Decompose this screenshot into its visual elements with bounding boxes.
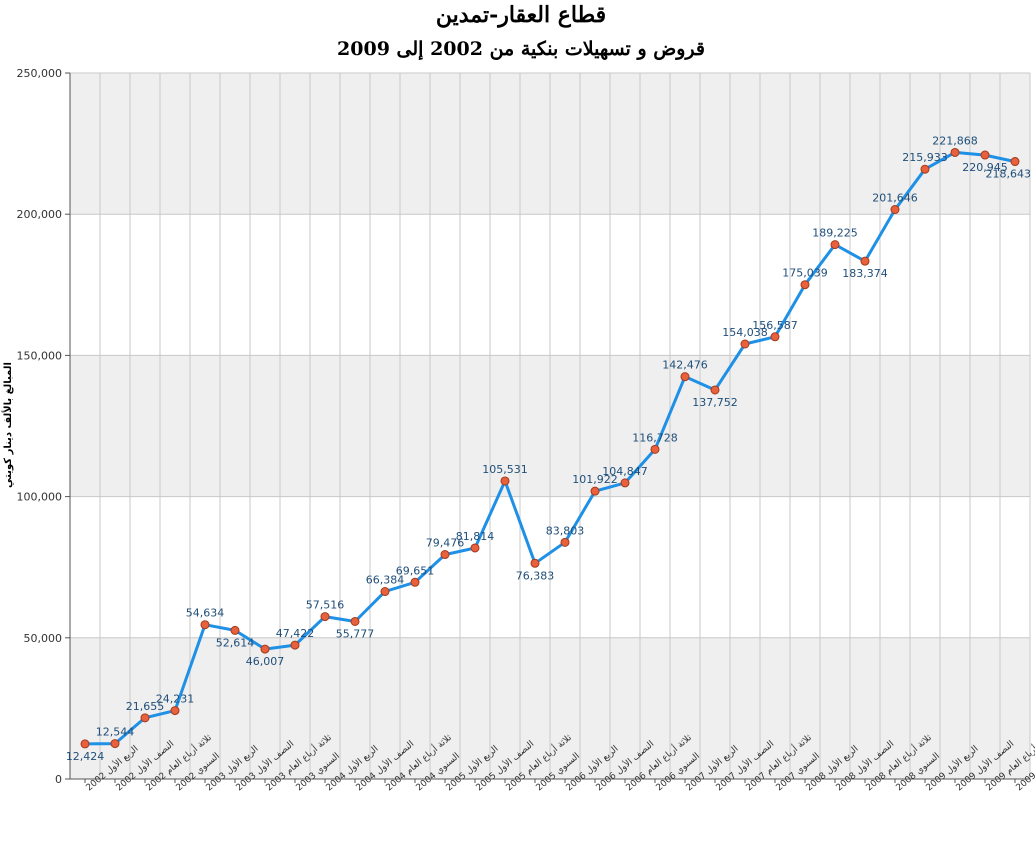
data-label: 12,544 (96, 726, 135, 739)
data-label: 66,384 (366, 574, 405, 587)
data-label: 83,803 (546, 524, 585, 537)
data-point (830, 240, 840, 250)
data-point (590, 486, 600, 496)
data-point (650, 444, 660, 454)
data-label: 221,868 (932, 134, 978, 147)
y-tick-label: 50,000 (24, 632, 63, 645)
data-label: 46,007 (246, 655, 285, 668)
y-tick-label: 100,000 (17, 491, 63, 504)
y-tick-label: 0 (55, 773, 62, 786)
data-point (170, 706, 180, 716)
data-point (140, 713, 150, 723)
data-point (800, 280, 810, 290)
data-label: 201,646 (872, 192, 918, 205)
data-label: 69,651 (396, 564, 435, 577)
data-point (500, 476, 510, 486)
grid-lines (69, 72, 1031, 780)
data-label: 21,655 (126, 700, 165, 713)
data-point (290, 640, 300, 650)
data-point (740, 339, 750, 349)
series-path (84, 150, 1016, 746)
y-tick-label: 200,000 (17, 208, 63, 221)
data-point (920, 164, 930, 174)
y-tick-label: 250,000 (17, 67, 63, 80)
data-point (710, 385, 720, 395)
data-point (980, 150, 990, 160)
data-label: 137,752 (692, 396, 738, 409)
data-point (950, 147, 960, 157)
data-label: 105,531 (482, 463, 528, 476)
data-label: 142,476 (662, 359, 708, 372)
data-label: 156,587 (752, 319, 798, 332)
data-label: 183,374 (842, 267, 888, 280)
data-point (80, 739, 90, 749)
data-point (230, 625, 240, 635)
data-point (200, 620, 210, 630)
data-label: 79,476 (426, 537, 465, 550)
y-tick-label: 150,000 (17, 349, 63, 362)
data-point (680, 372, 690, 382)
data-label: 57,516 (306, 599, 345, 612)
data-label: 154,038 (722, 326, 768, 339)
data-label: 55,777 (336, 627, 375, 640)
data-label: 215,933 (902, 151, 948, 164)
data-point (110, 739, 120, 749)
data-points (80, 147, 1020, 749)
data-point (380, 587, 390, 597)
data-point (410, 577, 420, 587)
series-line (84, 150, 1016, 746)
data-label: 76,383 (516, 569, 555, 582)
data-label: 52,614 (216, 636, 255, 649)
data-point (890, 205, 900, 215)
chart-subtitle: قروض و تسهيلات بنكية من 2002 إلى 2009 (337, 38, 705, 61)
data-label: 47,422 (276, 627, 315, 640)
data-label: 24,231 (156, 693, 195, 706)
data-label: 116,728 (632, 431, 678, 444)
data-point (350, 616, 360, 626)
data-label: 189,225 (812, 227, 858, 240)
data-point (320, 612, 330, 622)
data-label: 12,424 (66, 750, 105, 763)
data-label: 101,922 (572, 473, 618, 486)
data-point (1010, 157, 1020, 167)
data-point (620, 478, 630, 488)
data-label: 175,039 (782, 267, 828, 280)
chart-title: قطاع العقار-تمدين (436, 2, 606, 28)
data-point (860, 256, 870, 266)
data-point (530, 558, 540, 568)
data-label: 104,847 (602, 465, 648, 478)
data-point (560, 537, 570, 547)
data-point (440, 550, 450, 560)
data-point (260, 644, 270, 654)
y-axis-label: المبالغ بالألف دينار كويتي (1, 362, 14, 488)
data-label: 220,945 (962, 161, 1008, 174)
data-point (470, 543, 480, 553)
data-label: 54,634 (186, 607, 225, 620)
data-label: 81,814 (456, 530, 495, 543)
data-label: 218,643 (986, 168, 1032, 181)
y-axis: 0 50,000 100,000 150,000 200,000 250,000 (17, 67, 71, 786)
data-point (770, 332, 780, 342)
